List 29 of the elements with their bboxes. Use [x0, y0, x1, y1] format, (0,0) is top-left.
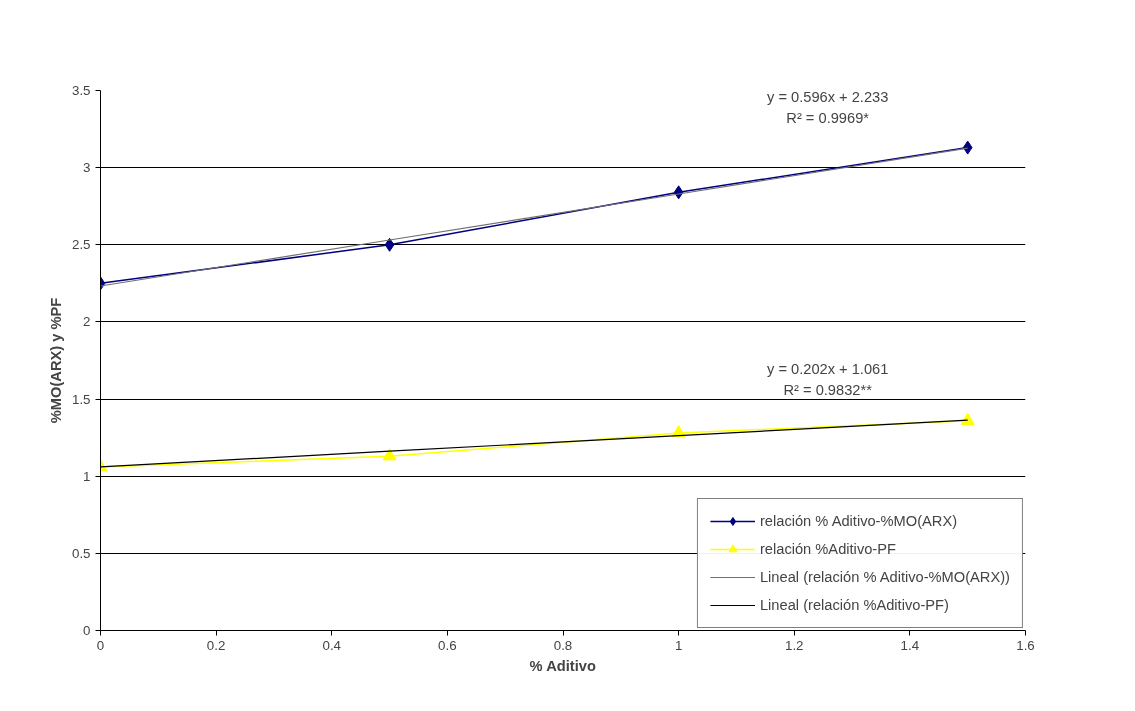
y-tick-label: 1.5 [71, 391, 91, 407]
x-tick-label: 1.4 [900, 637, 920, 653]
y-axis-title: %MO(ARX) y %PF [47, 297, 64, 424]
x-tick-label: 0.4 [322, 637, 342, 653]
x-tick-label: 0.6 [438, 637, 457, 653]
x-axis-title: % Aditivo [529, 657, 596, 674]
legend-label: Lineal (relación % Aditivo-%MO(ARX)) [759, 569, 1010, 585]
point [962, 140, 973, 155]
point [384, 237, 395, 252]
x-tick-label: 0.2 [206, 637, 226, 653]
annotation: y = 0.596x + 2.233 R² = 0.9969* [766, 89, 889, 127]
y-tick-label: 1 [83, 468, 91, 484]
x-tick-label: 1 [674, 637, 683, 653]
point [382, 448, 397, 461]
legend-label: relación %Aditivo-PF [759, 541, 896, 557]
annotation: y = 0.202x + 1.061 R² = 0.9832** [766, 361, 889, 399]
legend-label: Lineal (relación %Aditivo-PF) [759, 597, 949, 613]
y-tick-label: 3 [83, 160, 91, 176]
y-tick-label: 0 [83, 623, 91, 638]
y-tick-label: 2.5 [71, 237, 91, 253]
x-tick-label: 0.8 [553, 637, 573, 653]
y-tick-label: 2 [83, 314, 91, 330]
x-tick-label: 1.6 [1016, 637, 1035, 653]
y-tick-label: 0.5 [71, 545, 91, 561]
x-tick-label: 0 [96, 637, 105, 653]
point [960, 412, 975, 425]
legend-label: relación % Aditivo-%MO(ARX) [759, 513, 958, 529]
y-tick-label: 3.5 [71, 83, 91, 98]
x-tick-label: 1.2 [784, 637, 804, 653]
